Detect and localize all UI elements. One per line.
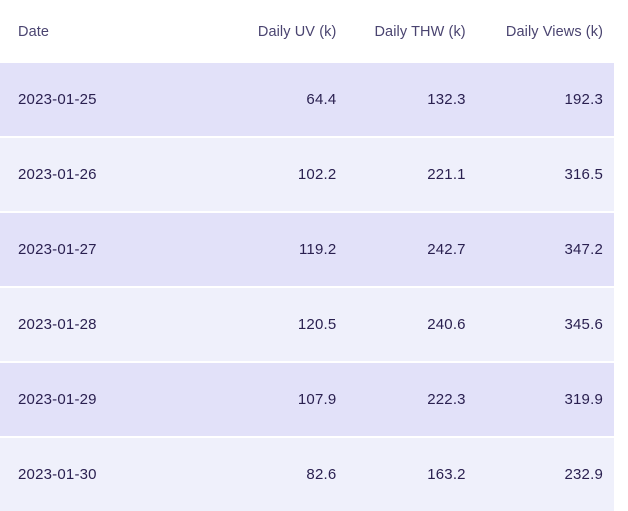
column-header-daily-views[interactable]: Daily Views (k) — [505, 23, 603, 40]
cell-daily-views: 316.5 — [564, 166, 603, 183]
cell-daily-views: 319.9 — [564, 391, 603, 408]
cell-daily-uv: 82.6 — [306, 466, 337, 483]
table-row[interactable]: 2023-01-29 107.9 222.3 319.9 — [0, 363, 614, 436]
cell-daily-thw: 132.3 — [427, 91, 466, 108]
cell-daily-thw: 163.2 — [427, 466, 466, 483]
cell-daily-uv: 120.5 — [297, 316, 337, 333]
cell-daily-thw: 222.3 — [427, 391, 466, 408]
table-header-row: Date Daily UV (k) Daily THW (k) Daily Vi… — [0, 0, 614, 63]
table-row[interactable]: 2023-01-28 120.5 240.6 345.6 — [0, 288, 614, 361]
cell-date: 2023-01-25 — [18, 91, 97, 108]
table-row[interactable]: 2023-01-30 82.6 163.2 232.9 — [0, 438, 614, 511]
cell-daily-views: 232.9 — [564, 466, 603, 483]
table-row[interactable]: 2023-01-27 119.2 242.7 347.2 — [0, 213, 614, 286]
cell-daily-thw: 242.7 — [427, 241, 466, 258]
table-body: 2023-01-25 64.4 132.3 192.3 2023-01-26 1… — [0, 63, 614, 511]
cell-daily-uv: 64.4 — [306, 91, 337, 108]
cell-daily-views: 192.3 — [564, 91, 603, 108]
cell-daily-views: 347.2 — [564, 241, 603, 258]
cell-daily-uv: 119.2 — [298, 241, 337, 258]
cell-daily-thw: 221.1 — [427, 166, 466, 183]
cell-daily-thw: 240.6 — [427, 316, 466, 333]
cell-date: 2023-01-29 — [18, 391, 97, 408]
cell-daily-uv: 102.2 — [297, 166, 337, 183]
table-row[interactable]: 2023-01-25 64.4 132.3 192.3 — [0, 63, 614, 136]
cell-daily-uv: 107.9 — [297, 391, 337, 408]
column-header-daily-uv[interactable]: Daily UV (k) — [257, 23, 337, 40]
cell-date: 2023-01-28 — [18, 316, 97, 333]
column-header-daily-thw[interactable]: Daily THW (k) — [374, 23, 466, 40]
table-row[interactable]: 2023-01-26 102.2 221.1 316.5 — [0, 138, 614, 211]
cell-date: 2023-01-27 — [18, 241, 97, 258]
cell-date: 2023-01-26 — [18, 166, 97, 183]
cell-date: 2023-01-30 — [18, 466, 97, 483]
column-header-date[interactable]: Date — [18, 23, 50, 40]
cell-daily-views: 345.6 — [564, 316, 603, 333]
